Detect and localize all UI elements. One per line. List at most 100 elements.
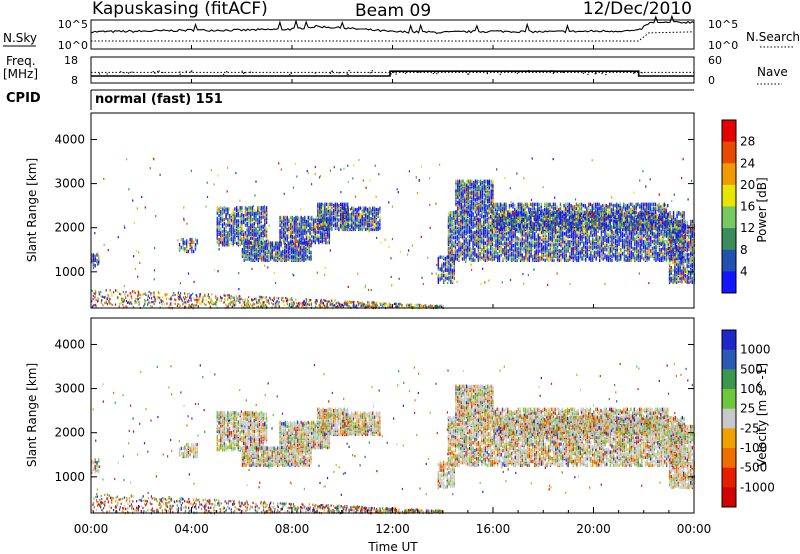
nave-dot [634,71,636,74]
nave-dot [432,72,434,75]
nave-dot [587,73,589,75]
echo-cell [245,250,247,254]
echo-cell [484,225,487,229]
echo-cell [491,249,494,253]
echo-cell [363,217,365,221]
echo-cell [178,247,181,251]
echo-cell [449,210,451,215]
echo-cell [628,253,631,257]
nave-dot [641,72,643,74]
echo-cell [220,210,222,214]
echo-cell [526,253,529,257]
echo-cell [490,233,492,237]
echo-cell [319,234,322,238]
echo-cell [532,240,534,244]
echo-cell [349,215,351,220]
echo-cell [338,203,340,208]
echo-cell [665,248,668,252]
echo-cell [451,240,453,244]
echo-cell [329,213,331,217]
echo-cell [453,250,455,254]
nave-dot [179,73,181,75]
echo-cell [248,218,250,222]
echo-cell [253,222,255,226]
echo-cell [623,249,626,253]
echo-cell [497,252,499,256]
echo-cell [252,250,254,254]
echo-cell [467,234,469,239]
echo-cell [456,224,458,228]
echo-cell [504,238,506,243]
echo-cell [493,233,495,237]
echo-cell [269,248,272,252]
echo-cell [325,240,327,245]
echo-cell [342,211,344,216]
echo-cell [243,246,245,251]
echo-cell [460,253,462,257]
echo-cell [565,238,567,243]
echo-cell [453,241,455,245]
echo-cell [262,211,264,215]
echo-cell [223,206,226,210]
echo-cell [311,231,313,236]
echo-cell [246,216,248,221]
echo-cell [637,253,640,257]
echo-cell [279,223,281,228]
echo-cell [91,253,93,257]
echo-cell [327,202,330,206]
echo-cell [479,252,481,256]
echo-cell [297,226,299,230]
echo-cell [305,233,308,237]
echo-cell [625,254,627,258]
echo-cell [611,258,613,262]
echo-cell [184,240,186,244]
echo-cell [251,218,254,222]
echo-cell [627,232,629,236]
echo-cell [581,234,583,239]
echo-cell [298,238,301,242]
echo-cell [488,224,490,228]
echo-cell [660,237,662,241]
echo-cell [308,255,310,260]
echo-cell [495,254,497,258]
echo-cell [521,253,523,257]
echo-cell [258,211,261,215]
echo-cell [218,227,220,231]
echo-cell [260,211,262,215]
echo-cell [281,238,283,242]
echo-cell [318,214,321,218]
echo-cell [541,253,543,257]
echo-cell [230,224,233,228]
echo-cell [269,257,272,261]
echo-cell [295,215,297,220]
echo-cell [521,237,523,241]
echo-cell [607,249,610,253]
echo-cell [351,223,353,228]
echo-cell [514,241,516,245]
echo-cell [264,222,266,226]
echo-cell [232,211,234,215]
echo-cell [370,217,372,221]
echo-cell [300,240,302,245]
echo-cell [526,242,529,247]
echo-cell [221,233,224,238]
nave-dot [511,71,513,73]
echo-cell [345,207,348,212]
echo-cell [331,226,333,230]
echo-cell [495,248,497,252]
echo-cell [516,241,518,245]
echo-cell [336,210,338,214]
echo-cell [309,215,311,220]
echo-cell [456,242,458,247]
echo-cell [259,248,261,252]
echo-cell [437,279,440,283]
echo-cell [234,225,236,230]
echo-cell [227,207,229,211]
echo-cell [318,221,320,225]
echo-cell [220,206,222,210]
echo-cell [532,248,534,252]
echo-cell [244,231,247,235]
echo-cell [465,229,467,233]
echo-cell [232,227,234,231]
echo-cell [320,219,322,224]
